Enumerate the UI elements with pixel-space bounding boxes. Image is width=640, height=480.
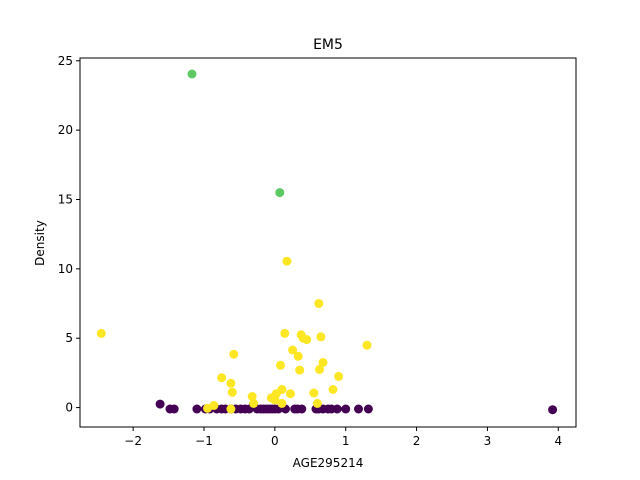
scatter-point bbox=[341, 404, 351, 414]
scatter-point bbox=[229, 349, 239, 359]
scatter-point bbox=[295, 365, 305, 375]
scatter-point bbox=[282, 256, 292, 266]
scatter-point bbox=[209, 401, 219, 410]
scatter-point bbox=[280, 328, 290, 338]
scatter-point bbox=[315, 364, 324, 374]
scatter-point bbox=[247, 392, 257, 401]
x-tick-label: 2 bbox=[413, 434, 421, 448]
scatter-point bbox=[277, 398, 287, 408]
scatter-point bbox=[314, 299, 324, 308]
data-points bbox=[96, 69, 558, 415]
scatter-point bbox=[226, 404, 236, 414]
scatter-point bbox=[312, 398, 322, 408]
scatter-point bbox=[249, 398, 259, 408]
scatter-point bbox=[354, 404, 363, 414]
scatter-point bbox=[169, 404, 179, 414]
y-tick-label: 10 bbox=[58, 262, 73, 276]
x-tick-label: 1 bbox=[342, 434, 350, 448]
x-tick-label: −1 bbox=[195, 434, 213, 448]
scatter-point bbox=[302, 335, 312, 345]
scatter-point bbox=[293, 351, 303, 361]
scatter-point bbox=[332, 404, 342, 414]
scatter-point bbox=[226, 378, 236, 388]
plot-frame bbox=[79, 57, 577, 428]
y-tick-label: 20 bbox=[58, 123, 73, 137]
scatter-point bbox=[328, 385, 338, 394]
scatter-point bbox=[227, 387, 237, 397]
scatter-point bbox=[297, 404, 307, 414]
scatter-point bbox=[316, 332, 326, 342]
scatter-point bbox=[285, 389, 295, 399]
scatter-point bbox=[548, 405, 558, 415]
y-tick-label: 5 bbox=[65, 331, 73, 345]
x-axis-ticks: −2 −1 0 1 2 3 4 bbox=[124, 427, 562, 448]
chart-title: EM5 bbox=[313, 37, 343, 53]
y-tick-label: 25 bbox=[58, 54, 73, 68]
scatter-point bbox=[192, 404, 202, 414]
scatter-point bbox=[363, 404, 373, 414]
y-axis-label: Density bbox=[33, 220, 47, 266]
scatter-point bbox=[155, 399, 165, 409]
scatter-point bbox=[187, 69, 197, 79]
x-tick-label: 0 bbox=[271, 434, 279, 448]
y-tick-label: 0 bbox=[65, 401, 73, 415]
x-tick-label: 4 bbox=[554, 434, 562, 448]
scatter-point bbox=[309, 388, 319, 398]
y-tick-label: 15 bbox=[58, 192, 73, 206]
scatter-point bbox=[217, 373, 227, 383]
scatter-point bbox=[277, 385, 287, 394]
x-tick-label: 3 bbox=[484, 434, 492, 448]
scatter-point bbox=[288, 345, 298, 355]
scatter-point bbox=[275, 188, 285, 198]
scatter-point bbox=[334, 371, 344, 381]
scatter-point bbox=[318, 358, 328, 367]
y-axis-ticks: 0 5 10 15 20 25 bbox=[58, 54, 80, 415]
x-axis-label: AGE295214 bbox=[293, 456, 364, 470]
x-tick-label: −2 bbox=[124, 434, 142, 448]
scatter-point bbox=[276, 360, 285, 370]
scatter-point bbox=[362, 340, 372, 350]
scatter-point bbox=[96, 328, 106, 338]
